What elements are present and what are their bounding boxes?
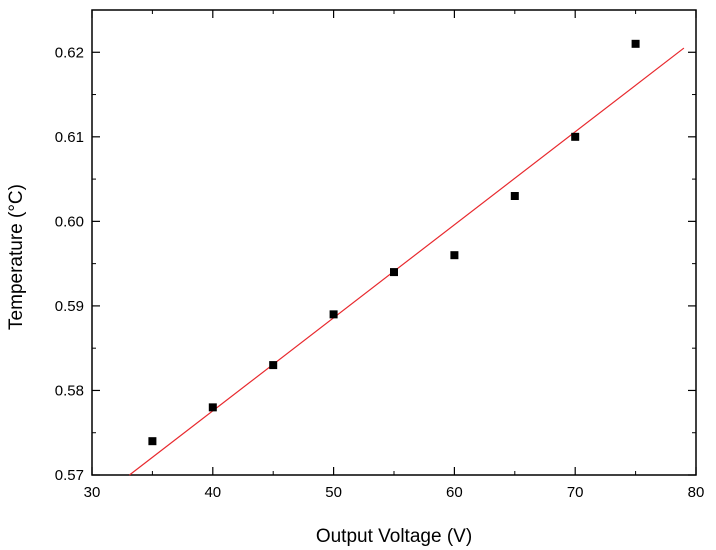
y-tick-label: 0.57	[55, 467, 84, 484]
x-axis-ticks: 30 40 50 60 70 80	[84, 10, 705, 501]
x-tick-label: 70	[567, 484, 584, 501]
x-tick-label: 80	[688, 484, 705, 501]
data-point	[631, 39, 640, 48]
fit-line	[129, 47, 685, 476]
x-tick-label: 40	[204, 484, 221, 501]
data-point	[450, 251, 459, 260]
y-axis-title: Temperature (°C)	[6, 184, 27, 330]
x-tick-label: 50	[325, 484, 342, 501]
data-point	[510, 192, 519, 200]
data-point	[390, 268, 398, 277]
x-axis-title: Output Voltage (V)	[316, 526, 472, 547]
y-tick-label: 0.59	[55, 298, 84, 315]
y-tick-label: 0.60	[55, 213, 84, 230]
x-tick-label: 60	[446, 484, 463, 501]
y-tick-label: 0.58	[55, 382, 84, 399]
y-tick-label: 0.61	[55, 129, 84, 146]
data-point	[571, 132, 580, 141]
plot-frame	[91, 9, 697, 476]
data-point	[148, 437, 157, 446]
data-point	[269, 361, 278, 370]
data-point	[208, 403, 217, 412]
data-points	[148, 39, 640, 446]
x-tick-label: 30	[84, 484, 101, 501]
data-point	[329, 310, 338, 319]
y-axis-ticks: 0.57 0.58 0.59 0.60 0.61 0.62	[55, 9, 696, 484]
fit-lines	[129, 47, 685, 476]
y-tick-label: 0.62	[55, 44, 84, 61]
